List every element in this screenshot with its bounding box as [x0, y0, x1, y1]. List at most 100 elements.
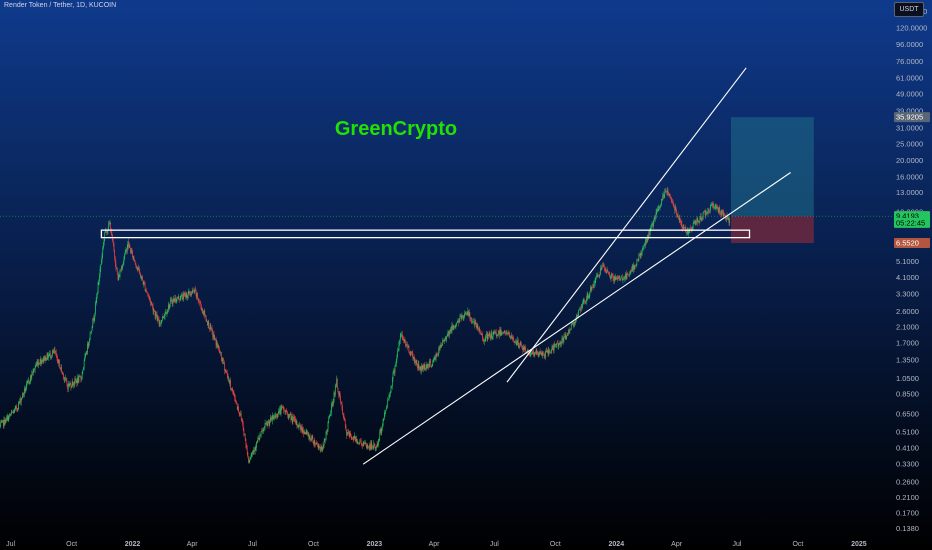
- candle: [625, 270, 627, 280]
- candle-body: [6, 416, 8, 418]
- candle: [232, 386, 233, 395]
- candle-body: [287, 414, 288, 416]
- candle-body: [233, 392, 235, 395]
- candle-body: [294, 418, 296, 420]
- candle: [177, 296, 178, 299]
- candle-body: [265, 423, 267, 424]
- candle: [378, 437, 380, 442]
- candle-body: [12, 411, 14, 413]
- candle: [370, 440, 372, 451]
- candle: [665, 187, 667, 193]
- candle: [223, 362, 225, 364]
- candle: [595, 276, 597, 283]
- candle-body: [364, 443, 365, 445]
- candle-body: [339, 392, 341, 398]
- candle: [291, 412, 293, 425]
- candle: [14, 405, 16, 412]
- candle-body: [203, 310, 205, 315]
- candle: [610, 273, 612, 282]
- candle: [113, 242, 115, 253]
- candle: [491, 329, 493, 339]
- candle-body: [725, 215, 727, 220]
- candle: [245, 438, 247, 449]
- candle-body: [71, 381, 73, 387]
- candle: [141, 275, 143, 280]
- candle: [348, 429, 349, 437]
- candle: [346, 432, 348, 436]
- candle: [228, 376, 229, 383]
- candle: [285, 409, 286, 415]
- candle: [684, 226, 685, 229]
- candle: [302, 427, 304, 434]
- candle: [493, 330, 495, 336]
- candle: [348, 430, 350, 439]
- candle: [22, 392, 23, 399]
- candle: [239, 412, 241, 417]
- candle-body: [462, 315, 463, 317]
- candle-body: [427, 363, 428, 369]
- candle-body: [480, 333, 482, 335]
- candle-body: [436, 354, 438, 356]
- candle-body: [130, 250, 132, 253]
- time-tick-label: 2022: [125, 541, 141, 548]
- price-tick-label: 3.3000: [896, 289, 919, 298]
- candle-body: [22, 393, 23, 399]
- candle: [283, 405, 284, 414]
- candle: [669, 193, 671, 199]
- candle: [432, 359, 434, 367]
- candle: [398, 340, 400, 352]
- candle: [269, 420, 271, 427]
- candle: [513, 340, 515, 343]
- candle-body: [521, 346, 523, 348]
- candle-body: [353, 438, 355, 441]
- candle: [270, 414, 271, 423]
- candle: [551, 344, 553, 351]
- candle: [273, 414, 275, 421]
- candle: [525, 344, 526, 354]
- candle: [98, 279, 100, 286]
- candle: [144, 281, 146, 292]
- candle-body: [317, 443, 318, 445]
- candle-body: [53, 350, 55, 352]
- candle: [236, 400, 237, 405]
- candle-body: [169, 300, 171, 305]
- candle-body: [695, 221, 697, 225]
- trendline-channel-upper[interactable]: [506, 67, 747, 383]
- candle: [693, 219, 695, 224]
- candle: [399, 339, 400, 346]
- candle-body: [420, 366, 422, 372]
- candle: [624, 275, 626, 283]
- candle-body: [500, 329, 502, 335]
- candle-body: [455, 325, 457, 327]
- candle: [670, 195, 672, 200]
- candle-body: [620, 277, 622, 280]
- candle-body: [58, 359, 60, 362]
- trendline-channel-lower[interactable]: [362, 172, 791, 465]
- support-resistance-box[interactable]: [100, 229, 751, 239]
- candle: [340, 395, 341, 406]
- candle-body: [183, 293, 184, 300]
- candle: [651, 220, 653, 227]
- candle-body: [390, 386, 392, 393]
- candle-body: [531, 352, 532, 354]
- currency-button[interactable]: USDT: [894, 2, 924, 17]
- candle-body: [171, 299, 172, 303]
- candle-body: [5, 417, 7, 423]
- candle-body: [572, 322, 573, 324]
- candle: [651, 223, 652, 231]
- candle: [226, 370, 227, 374]
- candle: [189, 291, 191, 297]
- candle: [252, 449, 254, 455]
- candle: [360, 438, 362, 446]
- candle: [721, 209, 723, 217]
- target-zone[interactable]: [730, 117, 814, 217]
- candle-body: [621, 277, 622, 278]
- candle-body: [99, 268, 101, 276]
- candle: [708, 207, 710, 214]
- candle: [205, 315, 207, 322]
- candle-body: [421, 365, 422, 372]
- candle-body: [261, 431, 263, 432]
- candle: [47, 352, 49, 360]
- candle: [281, 404, 282, 411]
